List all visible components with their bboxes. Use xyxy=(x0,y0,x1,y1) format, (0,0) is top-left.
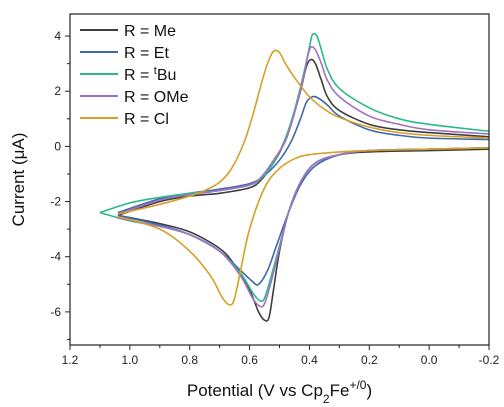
x-tick-label: 0.4 xyxy=(301,353,318,367)
x-tick-label: 1.2 xyxy=(62,353,79,367)
y-tick-label: 0 xyxy=(54,139,61,153)
x-tick-label: 1.0 xyxy=(122,353,139,367)
x-tick-label: 0.8 xyxy=(181,353,198,367)
legend-label-part: Bu xyxy=(157,67,177,84)
series-reverse-scan xyxy=(117,146,490,286)
x-tick-label: 0.2 xyxy=(361,353,378,367)
x-axis-title-sup: +/0 xyxy=(349,378,366,392)
series-forward-scan xyxy=(117,49,490,215)
y-tick-label: 2 xyxy=(54,84,61,98)
x-axis-title-end: ) xyxy=(366,381,372,400)
series-r-cl xyxy=(117,49,490,306)
legend-label: R = Et xyxy=(124,45,169,62)
series-forward-scan xyxy=(117,45,490,215)
y-axis-title-main: Current ( xyxy=(9,159,28,226)
series-reverse-scan xyxy=(117,148,490,322)
legend-label-part: R = Et xyxy=(124,45,169,62)
series-reverse-scan xyxy=(117,146,490,306)
legend: R = Me R = Et R = tBu R = OMe R = Cl xyxy=(80,23,189,128)
legend-label: R = Me xyxy=(124,23,176,40)
y-axis-title-mu: μ xyxy=(9,150,28,160)
series-reverse-scan xyxy=(117,146,490,308)
y-axis-title: Current (μA) xyxy=(9,133,28,227)
legend-label-part: R = Cl xyxy=(124,111,169,128)
x-axis-title: Potential (V vs Cp2Fe+/0) xyxy=(187,378,372,406)
y-tick-label: -6 xyxy=(50,305,61,319)
x-tick-label: -0.2 xyxy=(479,353,500,367)
legend-label-part: R = OMe xyxy=(124,89,189,106)
x-tick-label: 0.0 xyxy=(421,353,438,367)
x-axis-title-sub: 2 xyxy=(323,392,330,406)
series-forward-scan xyxy=(117,95,490,214)
legend-label-part: R = Me xyxy=(124,23,176,40)
x-axis-title-mid: Fe xyxy=(330,381,350,400)
legend-label-part: R = xyxy=(124,67,154,84)
y-tick-label: -2 xyxy=(50,195,61,209)
x-tick-label: 0.6 xyxy=(241,353,258,367)
legend-item: R = Me xyxy=(80,23,176,40)
legend-label: R = tBu xyxy=(124,65,176,84)
x-axis: 1.2 1.0 0.8 0.6 0.4 0.2 0.0 -0.2 xyxy=(62,345,500,367)
x-axis-title-main: Potential (V vs Cp xyxy=(187,381,323,400)
y-tick-label: -4 xyxy=(50,250,61,264)
legend-item: R = Cl xyxy=(80,111,169,128)
legend-item: R = tBu xyxy=(80,65,176,84)
legend-label: R = Cl xyxy=(124,111,169,128)
series-r-ome xyxy=(117,45,490,308)
legend-label-part: t xyxy=(154,65,157,77)
plot-lines xyxy=(99,32,490,322)
y-axis: 4 2 0 -2 -4 -6 xyxy=(50,29,70,340)
plot-frame xyxy=(69,13,490,346)
legend-label: R = OMe xyxy=(124,89,189,106)
legend-item: R = OMe xyxy=(80,89,189,106)
y-tick-label: 4 xyxy=(54,29,61,43)
y-axis-title-end: A) xyxy=(9,133,28,150)
legend-item: R = Et xyxy=(80,45,169,62)
